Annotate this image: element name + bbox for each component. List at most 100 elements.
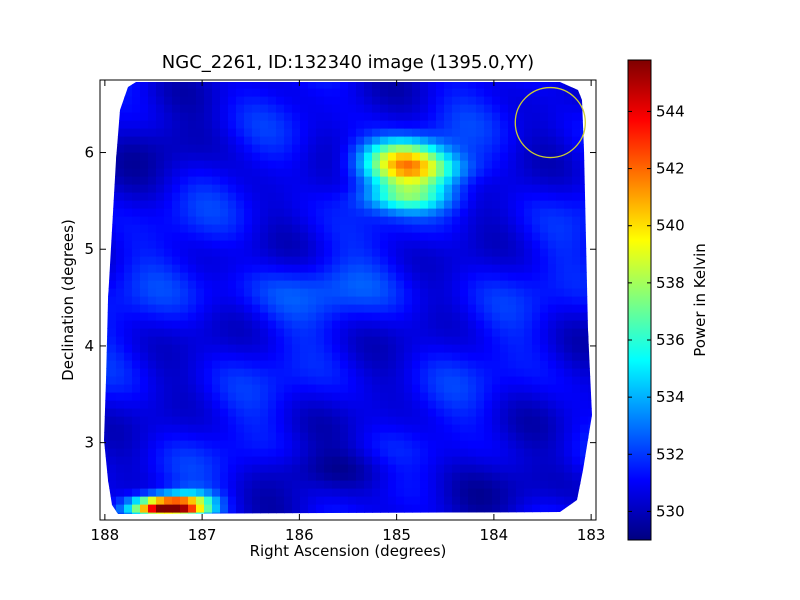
heatmap-cell <box>164 400 173 409</box>
heatmap-cell <box>284 88 293 97</box>
heatmap-cell <box>588 456 592 465</box>
heatmap-cell <box>268 352 277 361</box>
heatmap-cell <box>104 168 109 177</box>
heatmap-cell <box>540 176 549 185</box>
heatmap-cell <box>588 88 592 97</box>
heatmap-cell <box>348 496 357 505</box>
heatmap-cell <box>140 336 149 345</box>
heatmap-cell <box>396 496 405 505</box>
heatmap-cell <box>452 240 461 249</box>
heatmap-cell <box>104 312 109 321</box>
heatmap-cell <box>564 136 573 145</box>
heatmap-cell <box>460 360 469 369</box>
heatmap-cell <box>372 160 381 169</box>
heatmap-cell <box>420 408 429 417</box>
heatmap-cell <box>332 488 341 497</box>
heatmap-cell <box>396 176 405 185</box>
heatmap-cell <box>140 280 149 289</box>
heatmap-cell <box>116 256 125 265</box>
heatmap-cell <box>172 168 181 177</box>
heatmap-cell <box>500 184 509 193</box>
heatmap-cell <box>236 344 245 353</box>
heatmap-cell <box>108 128 117 137</box>
heatmap-cell <box>564 328 573 337</box>
heatmap-cell <box>260 496 269 505</box>
heatmap-cell <box>532 336 541 345</box>
heatmap-cell <box>492 400 501 409</box>
heatmap-cell <box>524 440 533 449</box>
heatmap-cell <box>428 136 437 145</box>
heatmap-cell <box>468 400 477 409</box>
heatmap-cell <box>556 112 565 121</box>
heatmap-cell <box>156 376 165 385</box>
heatmap-cell <box>508 352 517 361</box>
heatmap-cell <box>372 112 381 121</box>
heatmap-cell <box>164 448 173 457</box>
heatmap-cell <box>140 464 149 473</box>
heatmap-cell <box>252 120 261 129</box>
heatmap-cell <box>508 96 517 105</box>
heatmap-cell <box>124 176 133 185</box>
heatmap-cell <box>500 232 509 241</box>
heatmap-cell <box>556 160 565 169</box>
heatmap-cell <box>308 376 317 385</box>
heatmap-cell <box>292 96 301 105</box>
heatmap-cell <box>412 368 421 377</box>
heatmap-cell <box>484 176 493 185</box>
heatmap-cell <box>204 168 213 177</box>
heatmap-cell <box>308 208 317 217</box>
heatmap-cell <box>564 232 573 241</box>
heatmap-cell <box>104 304 109 313</box>
heatmap-cell <box>324 320 333 329</box>
heatmap-cell <box>516 504 525 513</box>
heatmap-cell <box>428 176 437 185</box>
heatmap-cell <box>508 160 517 169</box>
heatmap-cell <box>556 328 565 337</box>
heatmap-cell <box>508 248 517 257</box>
heatmap-cell <box>436 152 445 161</box>
heatmap-cell <box>188 136 197 145</box>
heatmap-cell <box>468 240 477 249</box>
heatmap-cell <box>356 432 365 441</box>
heatmap-cell <box>244 464 253 473</box>
heatmap-cell <box>396 184 405 193</box>
heatmap-cell <box>468 216 477 225</box>
heatmap-cell <box>284 216 293 225</box>
heatmap-cell <box>104 496 109 505</box>
heatmap-cell <box>572 128 581 137</box>
heatmap-cell <box>444 352 453 361</box>
heatmap-cell <box>292 104 301 113</box>
heatmap-cell <box>484 376 493 385</box>
heatmap-cell <box>300 464 309 473</box>
heatmap-cell <box>252 248 261 257</box>
heatmap-cell <box>444 408 453 417</box>
heatmap-cell <box>524 264 533 273</box>
heatmap-cell <box>252 448 261 457</box>
heatmap-cell <box>396 320 405 329</box>
heatmap-cell <box>404 104 413 113</box>
heatmap-cell <box>580 376 589 385</box>
heatmap-cell <box>228 336 237 345</box>
heatmap-cell <box>476 136 485 145</box>
heatmap-cell <box>508 472 517 481</box>
heatmap-cell <box>276 472 285 481</box>
heatmap-cell <box>356 408 365 417</box>
heatmap-cell <box>148 168 157 177</box>
heatmap-cell <box>444 216 453 225</box>
heatmap-cell <box>412 192 421 201</box>
heatmap-cell <box>444 144 453 153</box>
heatmap-cell <box>476 264 485 273</box>
heatmap-cell <box>196 360 205 369</box>
heatmap-cell <box>164 488 173 497</box>
heatmap-cell <box>276 408 285 417</box>
heatmap-cell <box>516 424 525 433</box>
heatmap-cell <box>588 160 592 169</box>
heatmap-cell <box>204 352 213 361</box>
heatmap-cell <box>468 424 477 433</box>
heatmap-cell <box>156 496 165 505</box>
heatmap-cell <box>564 440 573 449</box>
heatmap-cell <box>124 168 133 177</box>
heatmap-cell <box>420 208 429 217</box>
heatmap-cell <box>300 440 309 449</box>
heatmap-cell <box>388 160 397 169</box>
